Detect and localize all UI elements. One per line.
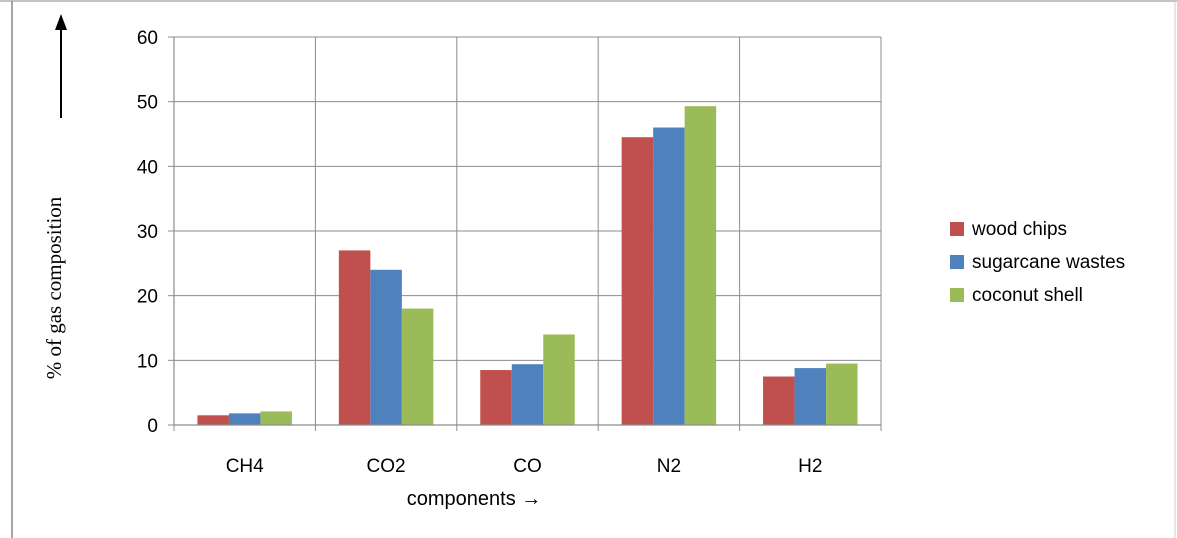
x-tick-labels: CH4 CO2 CO N2 H2: [226, 456, 823, 477]
bar-wood-chips-CO: [480, 370, 512, 425]
y-tick-labels: 0 10 20 30 40 50 60: [137, 28, 158, 437]
y-axis-arrow-head: [55, 14, 67, 30]
bar-sugarcane-wastes-CH4: [228, 413, 261, 425]
x-tick-label: CO: [513, 456, 542, 477]
x-tick-label: N2: [657, 456, 681, 477]
y-tick-label: 40: [137, 157, 158, 178]
legend-label: coconut shell: [972, 285, 1083, 306]
bar-wood-chips-CH4: [197, 415, 229, 425]
y-tick-label: 0: [147, 416, 158, 437]
x-tick-label: H2: [798, 456, 822, 477]
y-tick-label: 30: [137, 222, 158, 243]
legend-swatch: [950, 288, 964, 302]
bar-sugarcane-wastes-H2: [794, 368, 827, 425]
bar-coconut-shell-CO: [543, 334, 575, 425]
bar-wood-chips-N2: [621, 137, 654, 425]
bar-coconut-shell-N2: [684, 106, 717, 426]
axes: [168, 36, 881, 426]
x-tick-label: CH4: [226, 456, 264, 477]
y-axis-title: % of gas composition: [42, 196, 66, 379]
bar-wood-chips-H2: [763, 376, 795, 425]
bar-coconut-shell-H2: [826, 363, 858, 425]
bar-sugarcane-wastes-N2: [653, 127, 685, 426]
legend-label: sugarcane wastes: [972, 252, 1125, 273]
y-tick-label: 60: [137, 28, 158, 49]
bar-sugarcane-wastes-CO: [511, 364, 544, 425]
y-tick-label: 50: [137, 93, 158, 114]
x-tick-label: CO2: [367, 456, 406, 477]
y-tick-label: 20: [137, 287, 158, 308]
legend-swatch: [950, 222, 964, 236]
legend: wood chips sugarcane wastes coconut shell: [950, 219, 1125, 306]
bar-coconut-shell-CH4: [260, 411, 292, 425]
y-tick-label: 10: [137, 351, 158, 372]
legend-label: wood chips: [971, 219, 1067, 240]
bar-coconut-shell-CO2: [401, 308, 434, 425]
bar-sugarcane-wastes-CO2: [370, 269, 402, 425]
bars: [197, 106, 858, 426]
bar-wood-chips-CO2: [338, 250, 371, 425]
x-axis-title: components →: [407, 488, 542, 510]
legend-swatch: [950, 255, 964, 269]
